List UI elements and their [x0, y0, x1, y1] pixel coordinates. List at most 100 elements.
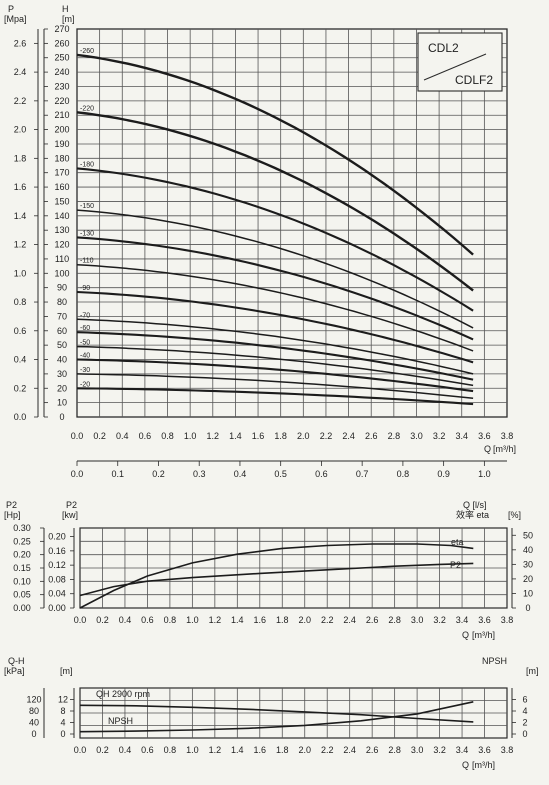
- power-q-tick-label: 3.2: [433, 615, 446, 625]
- head-curve-stage-180: [76, 167, 474, 312]
- curve-label-20: -20: [80, 381, 90, 388]
- npsh-tick-label: 0: [522, 729, 527, 739]
- npsh-q-axis-title: Q: [462, 760, 469, 770]
- power-q-tick-label: 0.8: [164, 615, 177, 625]
- q-tick-label: 0.4: [116, 431, 129, 441]
- power-q-axis-title: Q: [462, 630, 469, 640]
- npsh-q-tick-label: 0.0: [74, 745, 87, 755]
- npsh-curve-label: NPSH: [108, 716, 133, 726]
- npsh-tick-label: 6: [522, 695, 527, 705]
- ls-tick-label: 0.5: [274, 469, 287, 479]
- npsh-q-tick-label: 2.4: [343, 745, 356, 755]
- ls-tick-label: 0.7: [356, 469, 369, 479]
- p2-curve-label: P2: [450, 560, 461, 570]
- h-tick-label: 230: [54, 81, 69, 91]
- kpa-tick-label: 80: [29, 706, 39, 716]
- h-tick-label: 110: [55, 254, 69, 264]
- q-tick-label: 1.8: [274, 431, 287, 441]
- q-tick-label: 1.2: [207, 431, 220, 441]
- head-curve-stage-130: [76, 236, 474, 341]
- h-tick-label: 210: [54, 110, 69, 120]
- p-axis-unit: [Mpa]: [4, 14, 27, 24]
- kw-axis-unit: [kw]: [62, 510, 78, 520]
- kw-tick-label: 0.16: [48, 546, 66, 556]
- curve-label-90: -90: [80, 285, 90, 292]
- eta-tick-label: 0: [525, 603, 530, 613]
- curve-label-30: -30: [80, 367, 90, 374]
- h-tick-label: 190: [54, 139, 69, 149]
- p-axis-title: P: [8, 4, 14, 14]
- q-axis-title: Q: [484, 444, 491, 454]
- p-tick-label: 1.8: [14, 153, 27, 163]
- main-plot-frame: [76, 28, 508, 418]
- hp-tick-label: 0.20: [13, 550, 31, 560]
- kpa-tick-label: 0: [31, 729, 36, 739]
- npsh-q-tick-label: 0.4: [119, 745, 132, 755]
- h-tick-label: 60: [57, 326, 67, 336]
- ls-tick-label: 0.1: [111, 469, 124, 479]
- h-tick-label: 150: [54, 196, 69, 206]
- npsh-q-tick-label: 0.8: [164, 745, 177, 755]
- p2-curve: [79, 562, 474, 597]
- p-tick-label: 0.0: [14, 412, 27, 422]
- eta-tick-label: 40: [523, 545, 533, 555]
- hp-tick-label: 0.30: [13, 523, 31, 533]
- p-tick-label: 2.4: [14, 67, 27, 77]
- curve-label-220: -220: [80, 105, 94, 112]
- eta-tick-label: 50: [523, 530, 533, 540]
- p-tick-label: 1.2: [14, 240, 27, 250]
- curve-label-180: -180: [80, 161, 94, 168]
- h-tick-label: 220: [54, 96, 69, 106]
- h-axis-unit: [m]: [62, 14, 75, 24]
- npsh-q-tick-label: 1.6: [254, 745, 267, 755]
- q-tick-label: 0.6: [139, 431, 152, 441]
- power-q-tick-label: 1.4: [231, 615, 244, 625]
- npsh-q-tick-label: 2.6: [366, 745, 379, 755]
- power-q-tick-label: 0.2: [96, 615, 109, 625]
- head-curve-stage-60: [76, 331, 474, 381]
- curve-label-260: -260: [80, 48, 94, 55]
- power-q-tick-label: 2.8: [388, 615, 401, 625]
- m-axis-unit: [m]: [60, 666, 73, 676]
- curve-label-60: -60: [80, 325, 90, 332]
- power-q-axis-unit: [m³/h]: [472, 630, 495, 640]
- npsh-q-tick-label: 1.0: [186, 745, 199, 755]
- npsh-q-tick-label: 0.6: [141, 745, 154, 755]
- curve-label-40: -40: [80, 353, 90, 360]
- h-tick-label: 140: [54, 211, 69, 221]
- q-tick-label: 1.6: [252, 431, 265, 441]
- h-tick-label: 120: [54, 240, 69, 250]
- kw-tick-label: 0.12: [48, 560, 66, 570]
- power-q-tick-label: 3.8: [501, 615, 514, 625]
- q-tick-label: 2.4: [342, 431, 355, 441]
- npsh-q-tick-label: 1.8: [276, 745, 289, 755]
- m-tick-label: 0: [60, 729, 65, 739]
- h-tick-label: 50: [57, 340, 67, 350]
- h-tick-label: 30: [57, 369, 67, 379]
- kw-tick-label: 0.20: [48, 532, 66, 542]
- npsh-curve: [79, 701, 474, 733]
- head-curve-stage-30: [76, 373, 474, 400]
- power-q-tick-label: 0.6: [141, 615, 154, 625]
- q-tick-label: 0.8: [161, 431, 174, 441]
- p-tick-label: 1.0: [14, 268, 27, 278]
- eta-axis-title: 效率 eta: [456, 509, 489, 520]
- h-tick-label: 130: [54, 225, 69, 235]
- power-q-tick-label: 1.8: [276, 615, 289, 625]
- npsh-q-tick-label: 3.0: [411, 745, 424, 755]
- kpa-tick-label: 120: [26, 695, 41, 705]
- ls-tick-label: 0.9: [437, 469, 450, 479]
- power-q-tick-label: 0.4: [119, 615, 132, 625]
- h-tick-label: 40: [57, 355, 67, 365]
- head-curve-stage-20: [76, 387, 474, 406]
- npsh-q-tick-label: 3.2: [433, 745, 446, 755]
- h-tick-label: 0: [59, 412, 64, 422]
- hp-axis-title: P2: [6, 500, 17, 510]
- p-tick-label: 0.6: [14, 326, 27, 336]
- h-tick-label: 250: [54, 53, 69, 63]
- hp-tick-label: 0.05: [13, 590, 31, 600]
- npsh-q-axis-unit: [m³/h]: [472, 760, 495, 770]
- npsh-q-tick-label: 1.2: [209, 745, 222, 755]
- ls-tick-label: 1.0: [478, 469, 491, 479]
- h-tick-label: 270: [54, 24, 69, 34]
